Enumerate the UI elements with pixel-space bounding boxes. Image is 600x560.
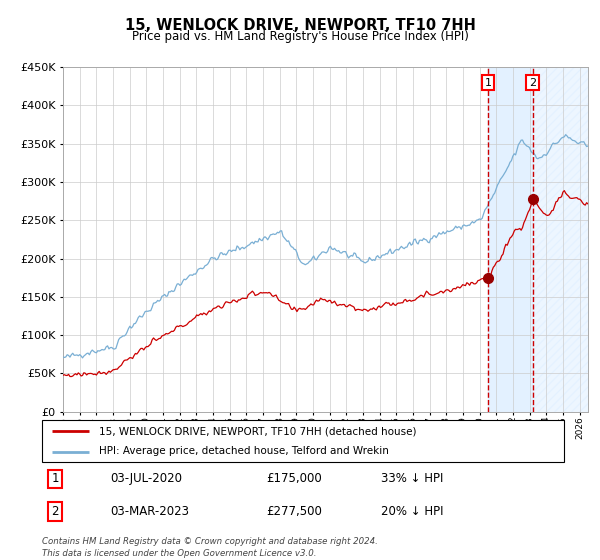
Text: 2: 2 [52, 505, 59, 517]
Text: 1: 1 [484, 77, 491, 87]
Text: HPI: Average price, detached house, Telford and Wrekin: HPI: Average price, detached house, Telf… [100, 446, 389, 456]
Text: Contains HM Land Registry data © Crown copyright and database right 2024.
This d: Contains HM Land Registry data © Crown c… [42, 537, 378, 558]
Text: 20% ↓ HPI: 20% ↓ HPI [382, 505, 444, 517]
Text: 15, WENLOCK DRIVE, NEWPORT, TF10 7HH: 15, WENLOCK DRIVE, NEWPORT, TF10 7HH [125, 18, 475, 32]
Bar [533, 67, 600, 412]
Text: 15, WENLOCK DRIVE, NEWPORT, TF10 7HH (detached house): 15, WENLOCK DRIVE, NEWPORT, TF10 7HH (de… [100, 426, 417, 436]
Text: £277,500: £277,500 [266, 505, 322, 517]
FancyBboxPatch shape [42, 420, 564, 462]
Text: 33% ↓ HPI: 33% ↓ HPI [382, 473, 443, 486]
Text: 1: 1 [52, 473, 59, 486]
Text: 03-JUL-2020: 03-JUL-2020 [110, 473, 182, 486]
Text: £175,000: £175,000 [266, 473, 322, 486]
Text: 2: 2 [529, 77, 536, 87]
Text: 03-MAR-2023: 03-MAR-2023 [110, 505, 189, 517]
Bar [488, 67, 532, 412]
Text: Price paid vs. HM Land Registry's House Price Index (HPI): Price paid vs. HM Land Registry's House … [131, 30, 469, 43]
